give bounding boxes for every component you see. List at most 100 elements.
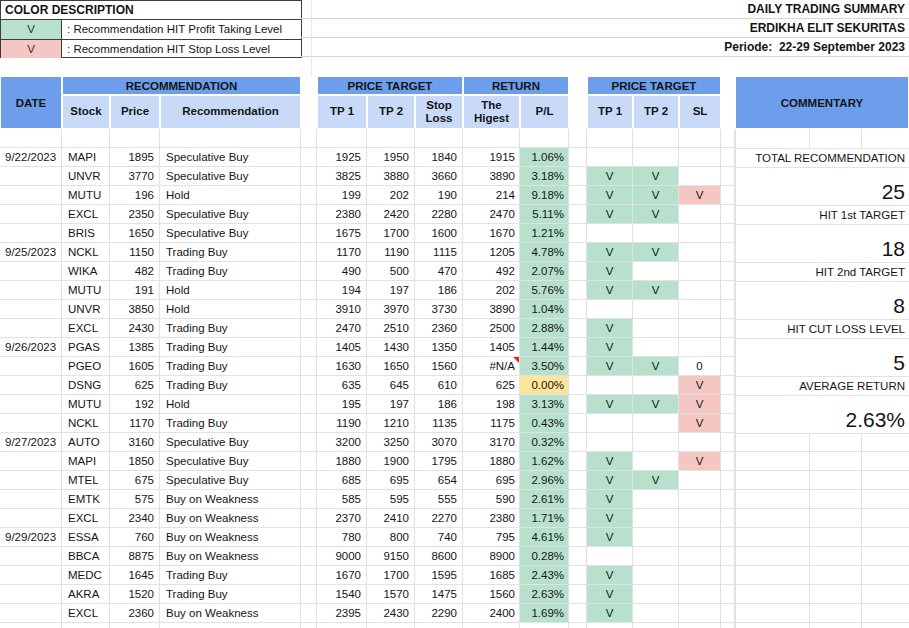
cell-stock[interactable]: PGAS [62, 338, 110, 357]
cell-highest[interactable]: 198 [463, 395, 520, 414]
cell-date[interactable] [0, 262, 62, 281]
cell-hit-sl[interactable] [679, 547, 721, 566]
cell-hit-tp1[interactable]: V [587, 338, 633, 357]
cell-highest[interactable]: 2470 [463, 205, 520, 224]
cell-hit-tp1[interactable]: V [587, 452, 633, 471]
cell-recommendation[interactable]: Speculative Buy [160, 167, 301, 186]
cell-tp1[interactable]: 1540 [317, 585, 367, 604]
cell-highest[interactable]: 695 [463, 471, 520, 490]
cell-hit-tp1[interactable]: V [587, 281, 633, 300]
cell-hit-sl[interactable] [679, 566, 721, 585]
cell-stop-loss[interactable]: 470 [415, 262, 463, 281]
cell-hit-sl[interactable] [679, 585, 721, 604]
cell-pl[interactable]: 3.18% [520, 167, 569, 186]
cell-pl[interactable]: 2.96% [520, 471, 569, 490]
cell-hit-tp1[interactable]: V [587, 566, 633, 585]
cell-hit-tp2[interactable]: V [633, 395, 679, 414]
cell-price[interactable]: 1520 [110, 585, 160, 604]
cell-pl[interactable]: 2.43% [520, 566, 569, 585]
cell-price[interactable]: 575 [110, 490, 160, 509]
cell-hit-tp2[interactable] [633, 509, 679, 528]
cell-stop-loss[interactable]: 3070 [415, 433, 463, 452]
cell-tp2[interactable]: 1210 [367, 414, 415, 433]
cell-hit-tp1[interactable] [587, 414, 633, 433]
cell-tp1[interactable]: 2395 [317, 604, 367, 623]
cell-tp2[interactable]: 1950 [367, 148, 415, 167]
cell-recommendation[interactable]: Trading Buy [160, 566, 301, 585]
cell-hit-sl[interactable] [679, 528, 721, 547]
cell-pl[interactable]: 4.78% [520, 243, 569, 262]
cell-price[interactable]: 760 [110, 528, 160, 547]
cell-price[interactable]: 3850 [110, 300, 160, 319]
cell-price[interactable]: 3770 [110, 167, 160, 186]
cell-hit-tp1[interactable]: V [587, 186, 633, 205]
cell-hit-tp2[interactable] [633, 224, 679, 243]
cell-hit-sl[interactable] [679, 471, 721, 490]
cell-price[interactable]: 625 [110, 376, 160, 395]
cell-pl[interactable]: 1.71% [520, 509, 569, 528]
cell-tp2[interactable]: 3880 [367, 167, 415, 186]
cell-stock[interactable]: PGEO [62, 357, 110, 376]
cell-price[interactable]: 675 [110, 471, 160, 490]
cell-stop-loss[interactable]: 1795 [415, 452, 463, 471]
cell-stock[interactable]: EXCL [62, 319, 110, 338]
cell-hit-tp2[interactable]: V [633, 471, 679, 490]
cell-tp1[interactable]: 585 [317, 490, 367, 509]
cell-hit-tp2[interactable] [633, 566, 679, 585]
cell-date[interactable] [0, 224, 62, 243]
cell-stop-loss[interactable]: 654 [415, 471, 463, 490]
cell-tp1[interactable]: 2470 [317, 319, 367, 338]
cell-tp1[interactable]: 1925 [317, 148, 367, 167]
cell-hit-sl[interactable] [679, 281, 721, 300]
cell-date[interactable] [0, 471, 62, 490]
cell-date[interactable]: 9/25/2023 [0, 243, 62, 262]
cell-price[interactable]: 1650 [110, 224, 160, 243]
cell-stock[interactable]: DSNG [62, 376, 110, 395]
cell-price[interactable]: 191 [110, 281, 160, 300]
cell-stop-loss[interactable]: 1840 [415, 148, 463, 167]
cell-highest[interactable]: #N/A [463, 357, 520, 376]
cell-stop-loss[interactable]: 1135 [415, 414, 463, 433]
cell-tp2[interactable]: 595 [367, 490, 415, 509]
cell-date[interactable] [0, 357, 62, 376]
cell-hit-tp1[interactable] [587, 547, 633, 566]
cell-stock[interactable]: EXCL [62, 604, 110, 623]
cell-stock[interactable]: AUTO [62, 433, 110, 452]
cell-stock[interactable]: NCKL [62, 414, 110, 433]
cell-hit-tp2[interactable] [633, 528, 679, 547]
cell-pl[interactable]: 0.43% [520, 414, 569, 433]
cell-hit-tp2[interactable] [633, 452, 679, 471]
cell-hit-tp1[interactable]: V [587, 395, 633, 414]
cell-highest[interactable]: 1560 [463, 585, 520, 604]
cell-highest[interactable]: 3890 [463, 300, 520, 319]
cell-tp2[interactable]: 2510 [367, 319, 415, 338]
cell-hit-sl[interactable] [679, 338, 721, 357]
cell-stock[interactable]: EXCL [62, 509, 110, 528]
cell-price[interactable]: 1895 [110, 148, 160, 167]
cell-tp2[interactable]: 3250 [367, 433, 415, 452]
cell-pl[interactable]: 1.62% [520, 452, 569, 471]
cell-stock[interactable]: MUTU [62, 281, 110, 300]
cell-recommendation[interactable]: Buy on Weakness [160, 547, 301, 566]
cell-hit-tp2[interactable] [633, 262, 679, 281]
cell-tp1[interactable]: 9000 [317, 547, 367, 566]
cell-pl[interactable]: 9.18% [520, 186, 569, 205]
cell-tp1[interactable]: 1675 [317, 224, 367, 243]
cell-price[interactable]: 196 [110, 186, 160, 205]
cell-hit-tp1[interactable]: V [587, 509, 633, 528]
cell-highest[interactable]: 2400 [463, 604, 520, 623]
cell-stop-loss[interactable]: 190 [415, 186, 463, 205]
cell-tp2[interactable]: 2420 [367, 205, 415, 224]
cell-hit-tp1[interactable] [587, 300, 633, 319]
cell-highest[interactable]: 795 [463, 528, 520, 547]
cell-stop-loss[interactable]: 1560 [415, 357, 463, 376]
cell-date[interactable] [0, 414, 62, 433]
cell-date[interactable] [0, 604, 62, 623]
cell-tp2[interactable]: 800 [367, 528, 415, 547]
cell-recommendation[interactable]: Buy on Weakness [160, 509, 301, 528]
cell-hit-tp2[interactable] [633, 414, 679, 433]
cell-tp1[interactable]: 195 [317, 395, 367, 414]
cell-tp2[interactable]: 1900 [367, 452, 415, 471]
cell-hit-sl[interactable] [679, 509, 721, 528]
cell-hit-tp2[interactable] [633, 338, 679, 357]
